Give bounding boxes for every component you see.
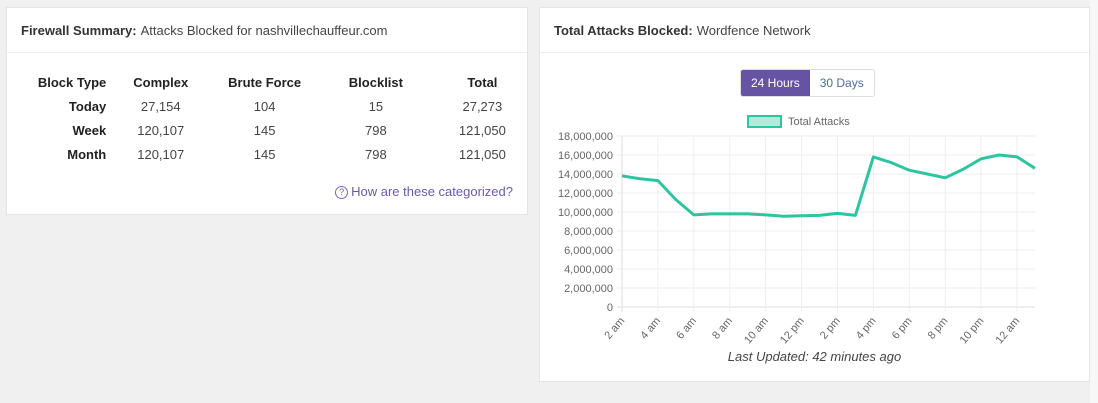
row-label: Month [67, 146, 107, 162]
x-tick-label: 10 pm [958, 315, 987, 346]
y-tick-label: 4,000,000 [564, 264, 613, 276]
link-label: How are these categorized? [351, 184, 513, 199]
firewall-summary-card: Firewall Summary: Attacks Blocked for nas… [6, 7, 528, 215]
table-row: Today 27,154 104 15 27,273 [27, 94, 527, 118]
cell: 120,107 [137, 146, 185, 162]
cell: 27,154 [140, 98, 181, 114]
x-tick-label: 6 pm [890, 315, 915, 341]
column-header: Complex [133, 74, 189, 90]
network-attacks-card: Total Attacks Blocked: Wordfence Network … [539, 7, 1090, 382]
y-tick-label: 12,000,000 [558, 188, 613, 200]
cell: 145 [253, 146, 276, 162]
column-header: Blocklist [348, 74, 403, 90]
cell: 121,050 [458, 122, 506, 138]
series-line-total-attacks [621, 153, 1036, 218]
page-edge [1090, 0, 1098, 403]
card-title: Wordfence Network [696, 22, 811, 38]
block-summary-table: Block Type Complex Brute Force Blocklist… [27, 70, 527, 166]
last-updated: Last Updated: 42 minutes ago [727, 349, 902, 364]
column-header: Total [467, 74, 498, 90]
y-tick-label: 0 [607, 302, 613, 314]
cell: 121,050 [458, 146, 506, 162]
cell: 27,273 [462, 98, 503, 114]
y-tick-label: 8,000,000 [564, 226, 613, 238]
table-row: Week 120,107 145 798 121,050 [27, 118, 527, 142]
cell: 120,107 [137, 122, 185, 138]
range-toggle: 24 Hours 30 Days [740, 69, 875, 97]
how-categorized-link[interactable]: ? How are these categorized? [335, 184, 513, 199]
x-tick-label: 8 am [710, 315, 735, 341]
cell: 798 [365, 146, 387, 162]
y-tick-label: 14,000,000 [558, 169, 613, 181]
table-row: Month 120,107 145 798 121,050 [27, 142, 527, 166]
x-tick-label: 2 pm [818, 315, 843, 341]
legend-label: Total Attacks [788, 116, 850, 128]
card-header: Firewall Summary: Attacks Blocked for nas… [7, 8, 527, 53]
y-tick-label: 16,000,000 [558, 150, 613, 162]
x-tick-label: 4 am [638, 315, 663, 341]
tab-24-hours[interactable]: 24 Hours [741, 70, 810, 96]
x-tick-label: 2 am [602, 315, 627, 341]
card-title-bold: Total Attacks Blocked: [554, 22, 693, 38]
cell: 145 [253, 122, 276, 138]
x-tick-label: 8 pm [926, 315, 951, 341]
row-label: Today [68, 98, 107, 114]
cell: 798 [365, 122, 387, 138]
cell: 104 [253, 98, 276, 114]
help-circle-icon: ? [335, 186, 349, 199]
legend-swatch [747, 115, 782, 128]
card-title: Attacks Blocked for nashvillechauffeur.c… [140, 22, 388, 38]
column-header: Block Type [37, 74, 107, 90]
y-tick-label: 18,000,000 [558, 131, 613, 143]
row-label: Week [72, 122, 107, 138]
table-header-row: Block Type Complex Brute Force Blocklist… [27, 70, 527, 94]
card-header: Total Attacks Blocked: Wordfence Network [540, 8, 1089, 53]
column-header: Brute Force [228, 74, 302, 90]
cell: 15 [368, 98, 384, 114]
x-tick-label: 6 am [674, 315, 699, 341]
y-tick-label: 2,000,000 [564, 283, 613, 295]
y-tick-label: 6,000,000 [564, 245, 613, 257]
x-tick-label: 12 am [993, 315, 1022, 346]
card-title-bold: Firewall Summary: [21, 22, 137, 38]
attacks-line-chart: 0 2,000,000 4,000,000 6,000,000 8,000,000 10,… [558, 115, 1036, 346]
x-tick-label: 4 pm [854, 315, 879, 341]
x-tick-label: 12 pm [778, 315, 807, 346]
tab-30-days[interactable]: 30 Days [809, 70, 874, 96]
x-tick-label: 10 am [742, 315, 771, 346]
y-tick-label: 10,000,000 [558, 207, 613, 219]
